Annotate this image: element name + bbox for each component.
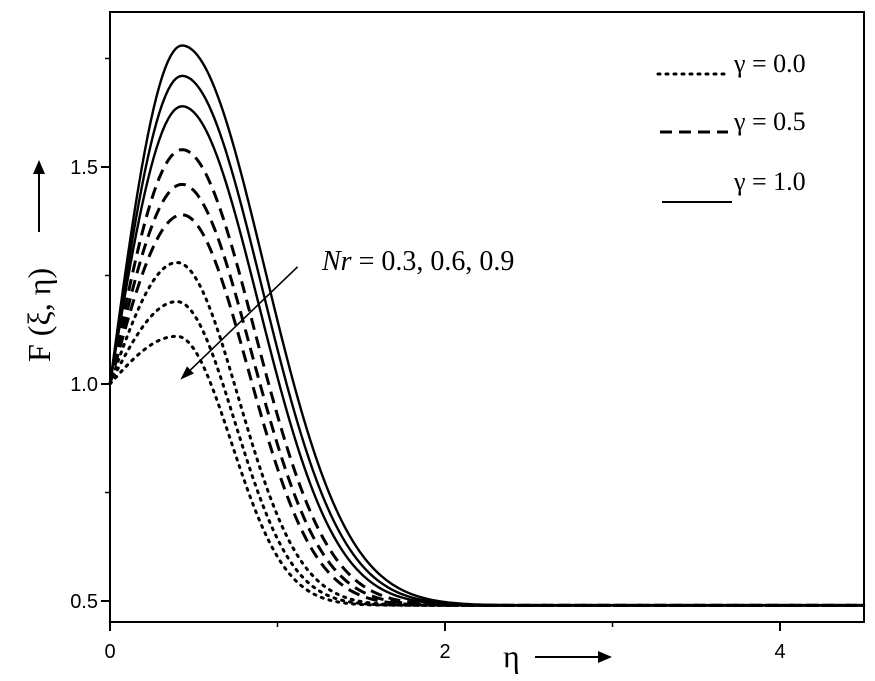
annotation-arrow-shaft xyxy=(189,266,299,371)
curves-layer xyxy=(108,44,866,607)
annotation: Nr = 0.3, 0.6, 0.9 xyxy=(180,246,514,380)
annotation-values: = 0.3, 0.6, 0.9 xyxy=(352,246,515,277)
x-axis-label: η xyxy=(503,638,520,674)
x-tick-label-2: 4 xyxy=(774,641,785,663)
annotation-label: Nr = 0.3, 0.6, 0.9 xyxy=(321,246,514,277)
y-tick-label-2: 1.5 xyxy=(70,157,98,179)
series-gamma-0-nr-09 xyxy=(108,334,866,607)
x-tick-label-1: 2 xyxy=(439,641,450,663)
annotation-nr: Nr xyxy=(321,246,352,277)
legend-label-gamma-05: γ = 0.5 xyxy=(733,107,806,136)
x-axis-title: η xyxy=(503,638,612,674)
series-gamma-0-nr-03 xyxy=(108,260,866,607)
y-tick-label-0: 0.5 xyxy=(70,591,98,613)
ticks-layer: 0 2 4 0.5 1.0 1.5 xyxy=(70,57,786,663)
y-axis-label: F (ξ, η) xyxy=(21,268,57,362)
plot-frame xyxy=(109,11,865,623)
y-tick-label-1: 1.0 xyxy=(70,374,98,396)
x-tick-label-0: 0 xyxy=(104,641,115,663)
series-gamma-1-nr-06 xyxy=(108,74,864,607)
series-gamma-05-nr-03 xyxy=(108,148,864,607)
annotation-arrow-head xyxy=(180,366,194,380)
legend-label-gamma-1: γ = 1.0 xyxy=(733,167,806,196)
series-gamma-1-nr-09 xyxy=(108,105,864,607)
legend-label-gamma-0: γ = 0.0 xyxy=(733,49,806,78)
y-axis-title: F (ξ, η) xyxy=(21,160,57,362)
legend: γ = 0.0 γ = 0.5 γ = 1.0 xyxy=(656,49,806,203)
x-axis-arrow-head xyxy=(598,651,612,663)
y-axis-arrow-head xyxy=(33,160,45,174)
